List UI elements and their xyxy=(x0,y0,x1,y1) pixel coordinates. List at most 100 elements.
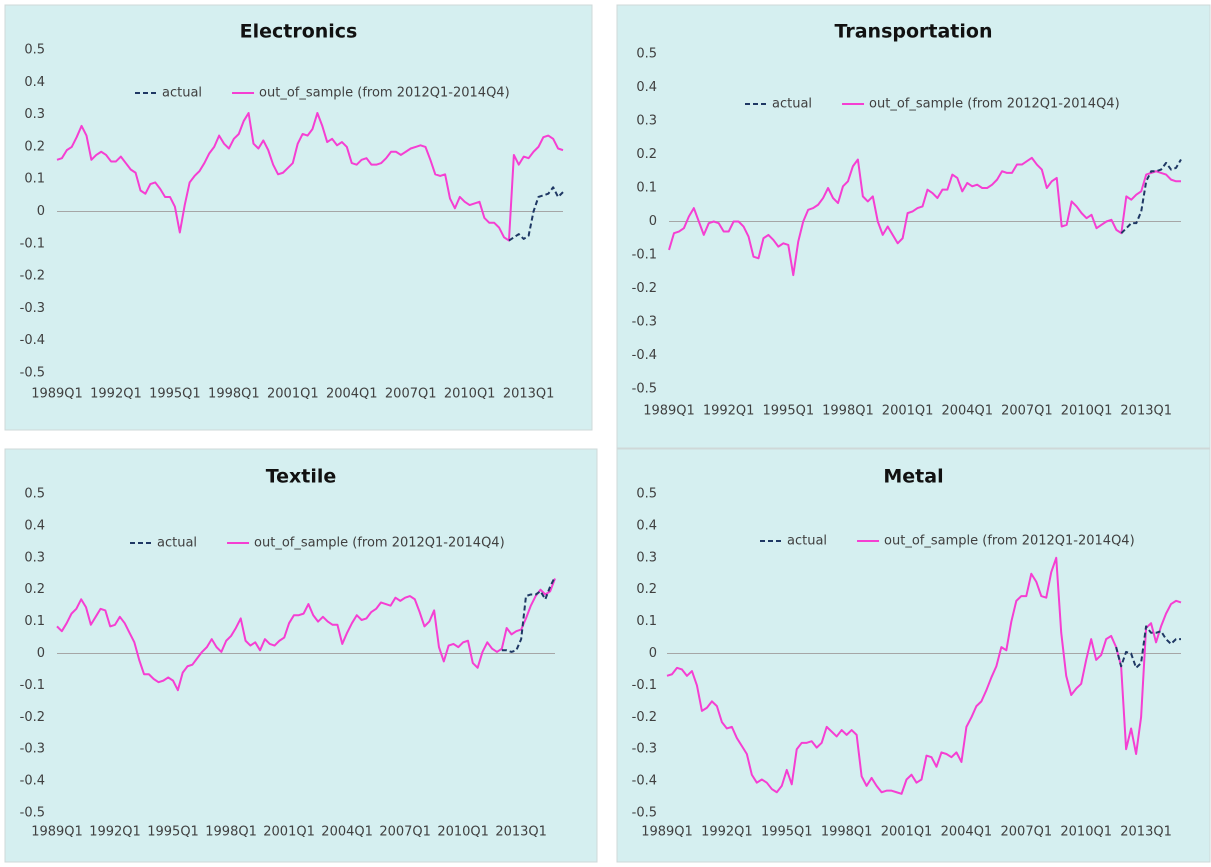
y-tick-label: 0.1 xyxy=(636,181,657,196)
x-tick-label: 1998Q1 xyxy=(208,387,260,402)
x-tick-label: 1989Q1 xyxy=(31,825,83,840)
x-tick-label: 1995Q1 xyxy=(147,825,199,840)
x-tick-label: 1989Q1 xyxy=(31,387,83,402)
x-tick-label: 1998Q1 xyxy=(205,825,257,840)
x-tick-label: 2013Q1 xyxy=(495,825,547,840)
series-line xyxy=(501,576,556,653)
y-tick-label: -0.2 xyxy=(20,269,45,284)
series-line xyxy=(56,578,556,692)
legend-label: actual xyxy=(162,86,202,101)
y-tick-label: 0.2 xyxy=(636,147,657,162)
x-tick-label: 2004Q1 xyxy=(326,387,378,402)
x-tick-label: 2007Q1 xyxy=(1001,825,1053,840)
series-line xyxy=(666,556,1182,795)
series-line xyxy=(56,111,564,242)
y-tick-label: 0.2 xyxy=(24,139,45,154)
x-tick-label: 2013Q1 xyxy=(1120,404,1172,419)
y-tick-label: -0.3 xyxy=(632,742,657,757)
x-tick-label: 1989Q1 xyxy=(641,825,693,840)
y-tick-label: 0.2 xyxy=(24,582,45,597)
x-tick-label: 2010Q1 xyxy=(444,387,496,402)
chart-panel: Textile -0.5 -0.4 -0.3 -0.2 -0.1 0 0.1 0.2 0.3 0.4… xyxy=(4,448,598,863)
y-tick-label: 0.1 xyxy=(636,614,657,629)
x-tick-label: 2004Q1 xyxy=(321,825,373,840)
legend-label: actual xyxy=(787,534,827,549)
y-tick-label: -0.4 xyxy=(20,333,45,348)
y-tick-label: -0.1 xyxy=(632,678,657,693)
y-tick-label: 0.4 xyxy=(24,75,45,90)
legend-label: out_of_sample (from 2012Q1-2014Q4) xyxy=(869,97,1120,112)
x-tick-label: 2004Q1 xyxy=(941,404,993,419)
x-tick-label: 1995Q1 xyxy=(761,825,813,840)
series-line xyxy=(668,156,1181,277)
legend-label: actual xyxy=(157,536,197,551)
x-tick-label: 2007Q1 xyxy=(385,387,437,402)
x-tick-label: 2010Q1 xyxy=(1060,825,1112,840)
x-tick-label: 2013Q1 xyxy=(1120,825,1172,840)
x-tick-label: 1995Q1 xyxy=(763,404,815,419)
y-tick-label: 0.3 xyxy=(24,550,45,565)
x-tick-label: 1998Q1 xyxy=(821,825,873,840)
x-tick-label: 2007Q1 xyxy=(1001,404,1053,419)
y-tick-label: -0.3 xyxy=(632,315,657,330)
y-tick-label: -0.3 xyxy=(20,301,45,316)
y-tick-label: 0 xyxy=(37,646,45,661)
y-tick-label: -0.1 xyxy=(20,678,45,693)
x-tick-label: 1992Q1 xyxy=(89,825,141,840)
legend-label: out_of_sample (from 2012Q1-2014Q4) xyxy=(254,536,505,551)
x-tick-label: 2007Q1 xyxy=(379,825,431,840)
y-tick-label: 0.3 xyxy=(636,114,657,129)
x-tick-label: 2010Q1 xyxy=(1061,404,1113,419)
y-tick-label: 0 xyxy=(649,646,657,661)
y-tick-label: 0.3 xyxy=(636,550,657,565)
chart-title: Metal xyxy=(883,466,943,488)
panel-background xyxy=(616,448,1211,863)
chart-title: Textile xyxy=(266,466,337,488)
y-tick-label: -0.5 xyxy=(20,806,45,821)
y-tick-label: -0.5 xyxy=(632,806,657,821)
x-tick-label: 1992Q1 xyxy=(703,404,755,419)
x-tick-label: 2010Q1 xyxy=(437,825,489,840)
y-tick-label: -0.4 xyxy=(20,774,45,789)
y-tick-label: -0.5 xyxy=(632,382,657,397)
y-tick-label: -0.2 xyxy=(20,710,45,725)
x-tick-label: 1998Q1 xyxy=(822,404,874,419)
chart-title: Electronics xyxy=(240,21,358,43)
y-tick-label: 0 xyxy=(37,204,45,219)
y-tick-label: 0.5 xyxy=(24,487,45,502)
chart-panel: Metal -0.5 -0.4 -0.3 -0.2 -0.1 0 0.1 0.2 0.3 0.4 0.… xyxy=(616,448,1211,863)
y-tick-label: 0.5 xyxy=(636,47,657,62)
x-tick-label: 1992Q1 xyxy=(90,387,142,402)
y-tick-label: 0.1 xyxy=(24,172,45,187)
y-tick-label: 0.1 xyxy=(24,614,45,629)
chart-panel: Transportation -0.5 -0.4 -0.3 -0.2 -0.1 0 0.1 0.… xyxy=(616,4,1211,449)
y-tick-label: -0.5 xyxy=(20,366,45,381)
y-tick-label: 0 xyxy=(649,214,657,229)
panel-background xyxy=(4,448,598,863)
panel-background xyxy=(616,4,1211,449)
x-tick-label: 1995Q1 xyxy=(149,387,201,402)
y-tick-label: 0.4 xyxy=(24,518,45,533)
y-tick-label: -0.4 xyxy=(632,348,657,363)
series-line xyxy=(1120,159,1182,234)
x-tick-label: 2001Q1 xyxy=(881,825,933,840)
y-tick-label: -0.1 xyxy=(20,236,45,251)
y-tick-label: -0.2 xyxy=(632,281,657,296)
series-line xyxy=(1115,625,1181,669)
chart-title: Transportation xyxy=(834,21,992,43)
legend-label: actual xyxy=(772,97,812,112)
y-tick-label: 0.2 xyxy=(636,582,657,597)
y-tick-label: -0.2 xyxy=(632,710,657,725)
panel-background xyxy=(4,4,593,431)
y-tick-label: -0.4 xyxy=(632,774,657,789)
y-tick-label: 0.3 xyxy=(24,107,45,122)
x-tick-label: 2001Q1 xyxy=(267,387,319,402)
x-tick-label: 1992Q1 xyxy=(701,825,753,840)
x-tick-label: 2001Q1 xyxy=(263,825,315,840)
y-tick-label: 0.5 xyxy=(636,487,657,502)
series-line xyxy=(508,186,564,242)
y-tick-label: -0.3 xyxy=(20,742,45,757)
x-tick-label: 1989Q1 xyxy=(643,404,695,419)
